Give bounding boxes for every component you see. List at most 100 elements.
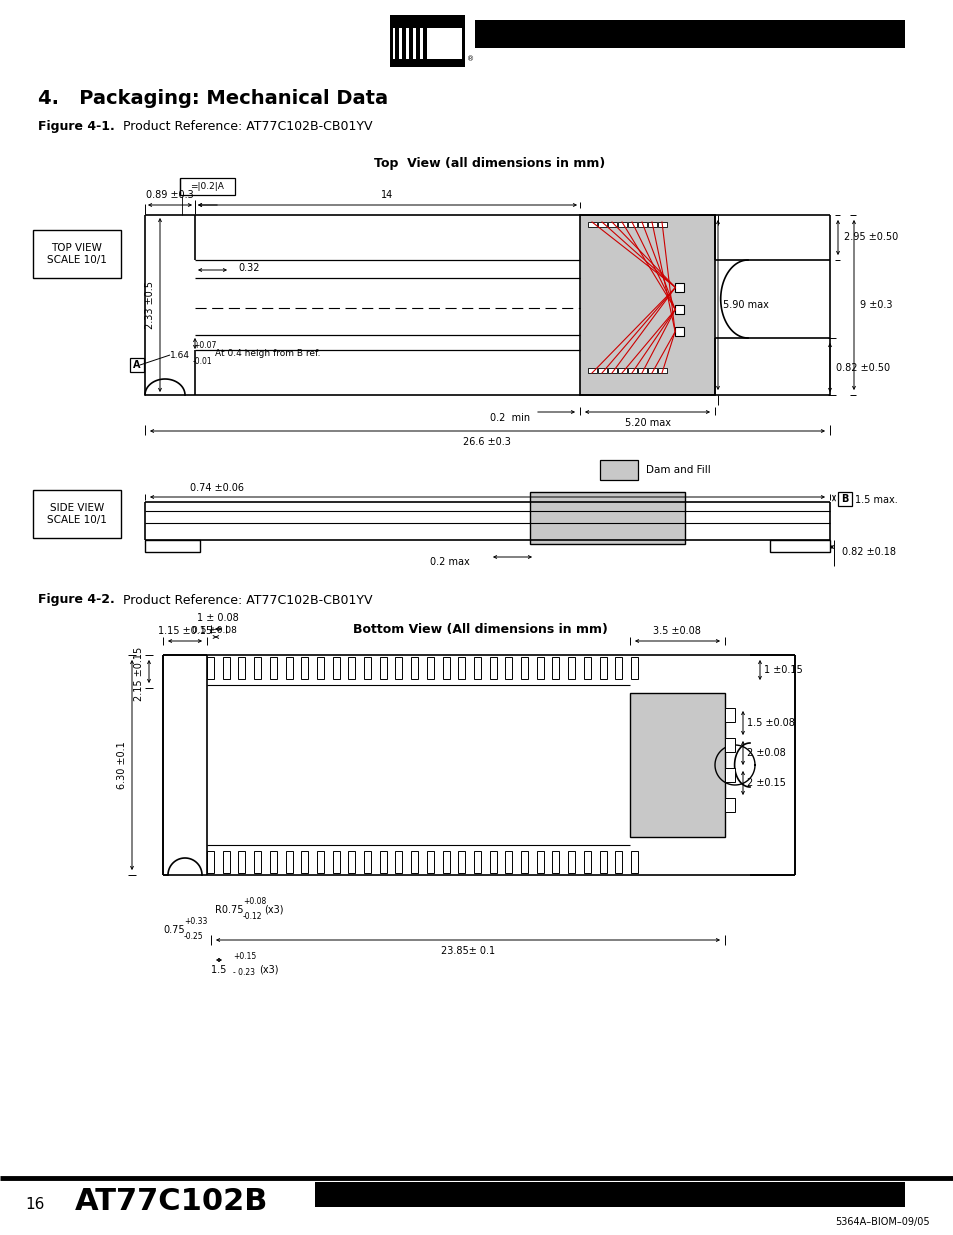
Text: 0.2  min: 0.2 min xyxy=(489,412,530,424)
Bar xyxy=(364,851,371,873)
Bar xyxy=(348,851,355,873)
Bar xyxy=(615,657,621,679)
Bar xyxy=(587,368,597,373)
Bar xyxy=(520,657,527,679)
Text: 1.15 ±0.15: 1.15 ±0.15 xyxy=(158,626,212,636)
Text: At 0.4 heigh from B ref.: At 0.4 heigh from B ref. xyxy=(214,348,320,357)
Text: Figure 4-2.: Figure 4-2. xyxy=(38,594,114,606)
Bar xyxy=(647,368,657,373)
Bar xyxy=(393,23,461,28)
Bar xyxy=(395,25,398,59)
Bar xyxy=(490,657,497,679)
Text: 9 ±0.3: 9 ±0.3 xyxy=(859,300,892,310)
Bar xyxy=(552,657,558,679)
Bar xyxy=(598,368,606,373)
Bar xyxy=(627,222,637,227)
Text: 0.5 ±0.08: 0.5 ±0.08 xyxy=(192,626,236,635)
Bar xyxy=(618,222,626,227)
Bar xyxy=(442,657,450,679)
Bar xyxy=(579,215,714,395)
Text: Top  View (all dimensions in mm): Top View (all dimensions in mm) xyxy=(374,157,605,169)
Bar xyxy=(393,23,461,61)
Bar xyxy=(675,327,683,336)
Bar xyxy=(675,283,683,291)
Text: Dam and Fill: Dam and Fill xyxy=(645,466,710,475)
Text: 1.64: 1.64 xyxy=(170,351,190,359)
Bar xyxy=(627,368,637,373)
Text: 26.6 ±0.3: 26.6 ±0.3 xyxy=(462,437,511,447)
Text: 1.5: 1.5 xyxy=(211,965,233,974)
Text: - 0.23: - 0.23 xyxy=(233,968,254,977)
Text: 0.2 max: 0.2 max xyxy=(430,557,470,567)
Text: SIDE VIEW
SCALE 10/1: SIDE VIEW SCALE 10/1 xyxy=(47,503,107,525)
Bar xyxy=(587,222,597,227)
Bar xyxy=(270,657,276,679)
Text: 2 ±0.15: 2 ±0.15 xyxy=(746,778,785,788)
Text: 5.90 max: 5.90 max xyxy=(722,300,768,310)
Bar xyxy=(411,851,417,873)
Text: 14: 14 xyxy=(380,190,393,200)
Bar xyxy=(427,657,434,679)
Bar xyxy=(395,657,401,679)
Bar xyxy=(530,492,684,543)
Text: -0.12: -0.12 xyxy=(243,911,262,921)
Bar xyxy=(457,851,464,873)
Bar xyxy=(333,851,339,873)
Bar xyxy=(724,768,734,782)
Text: 0.82 ±0.18: 0.82 ±0.18 xyxy=(841,547,895,557)
Bar xyxy=(286,657,293,679)
Bar xyxy=(647,222,657,227)
Text: 4.   Packaging: Mechanical Data: 4. Packaging: Mechanical Data xyxy=(38,89,388,107)
Bar xyxy=(145,540,200,552)
Text: 2 ±0.08: 2 ±0.08 xyxy=(746,748,785,758)
Text: +0.07: +0.07 xyxy=(193,341,216,350)
Text: A: A xyxy=(133,359,141,370)
Bar xyxy=(607,222,617,227)
Text: B: B xyxy=(841,494,848,504)
Bar xyxy=(223,851,230,873)
Bar xyxy=(630,851,638,873)
Bar xyxy=(401,25,406,59)
Bar xyxy=(599,851,606,873)
Bar xyxy=(658,222,666,227)
Bar xyxy=(607,368,617,373)
Text: Figure 4-1.: Figure 4-1. xyxy=(38,120,114,132)
Text: 2.95 ±0.50: 2.95 ±0.50 xyxy=(843,232,898,242)
Bar xyxy=(314,1182,904,1207)
Text: ®: ® xyxy=(467,56,474,62)
Text: +0.15: +0.15 xyxy=(233,952,256,961)
Bar xyxy=(504,851,512,873)
Text: 0.74 ±0.06: 0.74 ±0.06 xyxy=(190,483,244,493)
Bar xyxy=(316,657,324,679)
Bar xyxy=(316,851,324,873)
Text: 6.30 ±0.1: 6.30 ±0.1 xyxy=(117,741,127,789)
Bar xyxy=(638,222,646,227)
Text: Product Reference: AT77C102B-CB01YV: Product Reference: AT77C102B-CB01YV xyxy=(103,120,372,132)
Bar xyxy=(457,657,464,679)
Text: 5.20 max: 5.20 max xyxy=(624,417,670,429)
Bar xyxy=(599,657,606,679)
Text: AT77C102B: AT77C102B xyxy=(75,1188,268,1216)
Text: 2.33 ±0.5: 2.33 ±0.5 xyxy=(145,282,154,329)
Bar xyxy=(630,657,638,679)
Bar xyxy=(393,59,461,64)
Bar xyxy=(769,540,829,552)
Bar xyxy=(364,657,371,679)
Bar xyxy=(286,851,293,873)
Bar xyxy=(348,657,355,679)
Bar xyxy=(237,851,245,873)
Bar xyxy=(599,459,638,480)
Bar xyxy=(598,222,606,227)
Text: -0.01: -0.01 xyxy=(193,357,213,366)
Text: 0.89 ±0.3: 0.89 ±0.3 xyxy=(146,190,193,200)
Bar xyxy=(301,851,308,873)
Bar xyxy=(223,657,230,679)
Text: 5364A–BIOM–09/05: 5364A–BIOM–09/05 xyxy=(835,1216,929,1228)
Bar xyxy=(333,657,339,679)
Text: +0.33: +0.33 xyxy=(184,918,207,926)
Bar xyxy=(180,178,234,195)
Bar xyxy=(301,657,308,679)
Text: 2.15 ±0.15: 2.15 ±0.15 xyxy=(133,647,144,701)
Text: 1 ± 0.08: 1 ± 0.08 xyxy=(197,613,238,622)
Bar xyxy=(416,25,419,59)
